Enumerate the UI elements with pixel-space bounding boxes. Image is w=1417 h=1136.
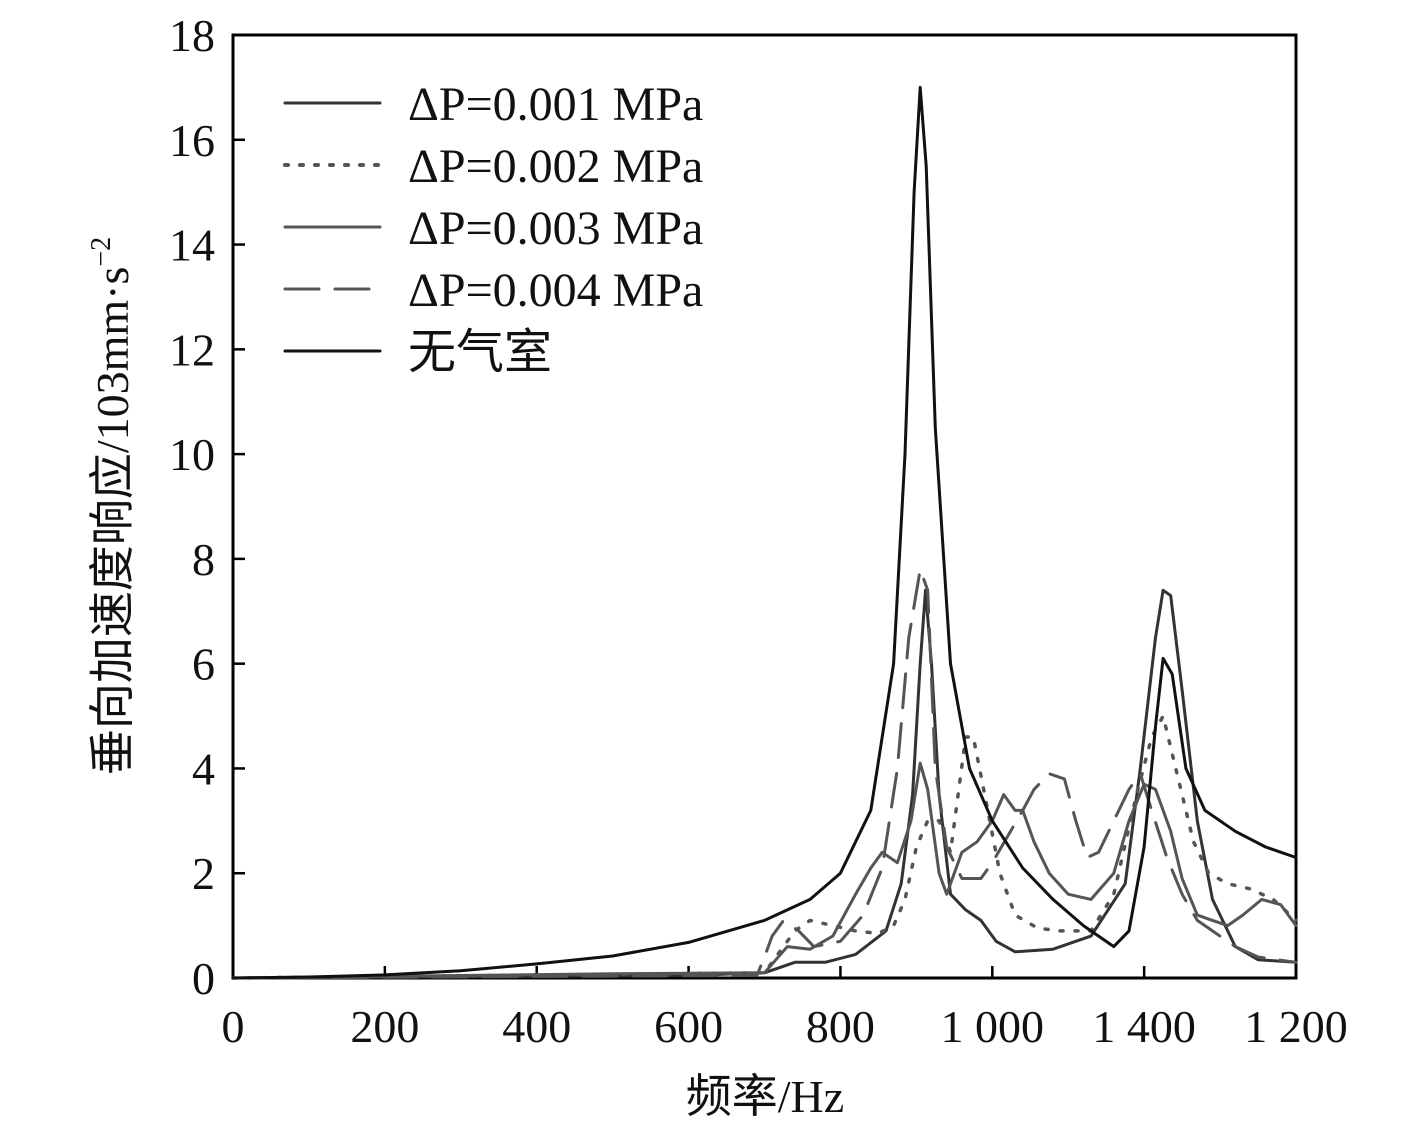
y-tick-label: 12 [169, 324, 215, 375]
y-tick-label: 18 [169, 10, 215, 61]
legend-label-4: ΔP=0.004 MPa [408, 264, 703, 317]
y-tick-label: 16 [169, 115, 215, 166]
legend-label-1: ΔP=0.001 MPa [408, 78, 703, 131]
series-line-2 [231, 714, 1298, 980]
y-axis-label-main: 垂向加速度响应/103mm·s [87, 267, 138, 776]
y-tick-label: 0 [192, 953, 215, 1004]
series-line-1 [231, 588, 1298, 980]
x-tick-label: 1 200 [1244, 1001, 1348, 1052]
y-tick-label: 14 [169, 220, 215, 271]
legend-label-2: ΔP=0.002 MPa [408, 140, 703, 193]
legend-label-3: ΔP=0.003 MPa [408, 202, 703, 255]
x-tick-label: 400 [502, 1001, 571, 1052]
legend-label-5: 无气室 [408, 326, 552, 379]
x-tick-label: 600 [654, 1001, 723, 1052]
x-tick-label: 0 [222, 1001, 245, 1052]
plot-frame [231, 33, 1298, 980]
x-tick-label: 800 [806, 1001, 875, 1052]
y-tick-label: 8 [192, 534, 215, 585]
y-tick-label: 6 [192, 639, 215, 690]
legend: ΔP=0.001 MPa ΔP=0.002 MPa ΔP=0.003 MPa ΔP=0… [283, 78, 703, 379]
y-tick-label: 10 [169, 429, 215, 480]
series-line-3 [231, 761, 1298, 980]
x-axis-ticks: 0 200 400 600 800 1 000 1 400 1 200 [222, 966, 1348, 1052]
x-tick-label: 1 000 [941, 1001, 1045, 1052]
x-tick-label: 200 [350, 1001, 419, 1052]
series-layer [231, 85, 1298, 980]
x-axis-label: 频率/Hz [686, 1071, 844, 1122]
y-axis-label: 垂向加速度响应/103mm·s−2 [86, 237, 138, 775]
y-tick-label: 4 [192, 743, 215, 794]
x-tick-label: 1 400 [1092, 1001, 1196, 1052]
series-line-4 [231, 567, 1298, 980]
y-axis-label-superscript: −2 [86, 237, 117, 267]
y-axis-ticks: 0 2 4 6 8 10 12 14 16 18 [169, 10, 245, 1004]
series-line-5 [231, 85, 1298, 980]
y-tick-label: 2 [192, 848, 215, 899]
